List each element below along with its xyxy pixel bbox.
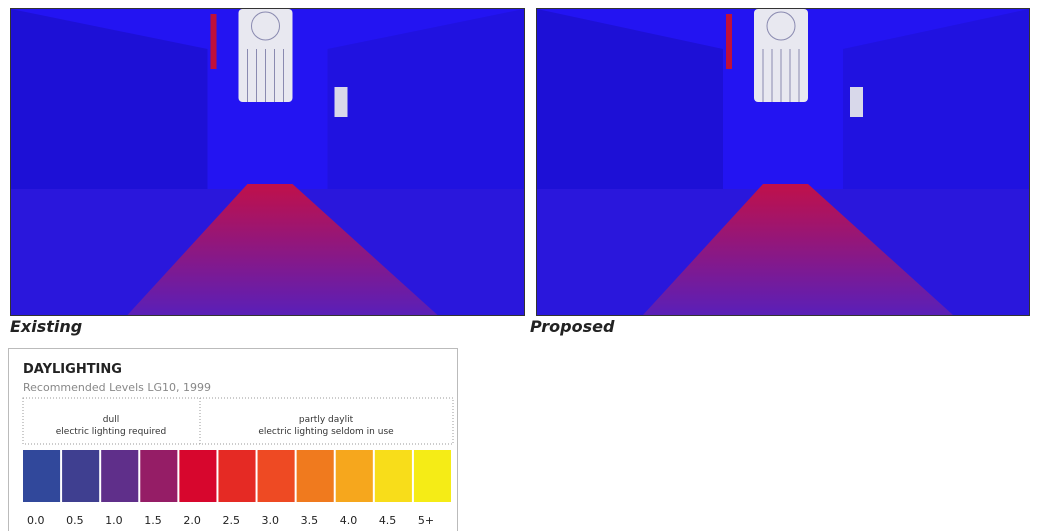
scale-label: 1.5 — [144, 514, 162, 527]
render-existing — [10, 8, 525, 316]
swatch — [23, 450, 60, 502]
legend: DAYLIGHTING Recommended Levels LG10, 199… — [8, 348, 458, 531]
streak — [211, 14, 217, 69]
swatch — [375, 450, 412, 502]
render-proposed — [536, 8, 1030, 316]
caption: Proposed — [530, 317, 614, 336]
group-note: electric lighting seldom in use — [258, 427, 394, 437]
swatch — [414, 450, 451, 502]
scale-label: 2.5 — [222, 514, 240, 527]
streak — [726, 14, 732, 69]
side-window — [850, 87, 863, 117]
scale-label: 0.0 — [27, 514, 45, 527]
swatch — [258, 450, 295, 502]
legend-title: DAYLIGHTING — [23, 362, 122, 377]
swatch — [218, 450, 255, 502]
legend-subtitle: Recommended Levels LG10, 1999 — [23, 381, 211, 394]
scale-label: 0.5 — [66, 514, 84, 527]
swatch — [297, 450, 334, 502]
group-box — [23, 398, 453, 444]
scale-label: 3.5 — [301, 514, 319, 527]
scale-label: 1.0 — [105, 514, 123, 527]
group-note: electric lighting required — [56, 427, 167, 437]
swatch — [336, 450, 373, 502]
group-label: dull — [103, 415, 119, 425]
scale-label: 4.5 — [379, 514, 397, 527]
scale-label: 4.0 — [340, 514, 358, 527]
swatch — [179, 450, 216, 502]
caption: Existing — [10, 317, 82, 336]
swatch — [62, 450, 99, 502]
scale-label: 2.0 — [183, 514, 201, 527]
page: Existing Proposed DAYLIGHTING Recommende… — [0, 0, 1038, 531]
side-window — [335, 87, 348, 117]
scale-label: 3.0 — [262, 514, 280, 527]
scale-label: 5+ — [418, 514, 434, 527]
swatch — [101, 450, 138, 502]
swatch — [140, 450, 177, 502]
group-label: partly daylit — [299, 415, 354, 425]
